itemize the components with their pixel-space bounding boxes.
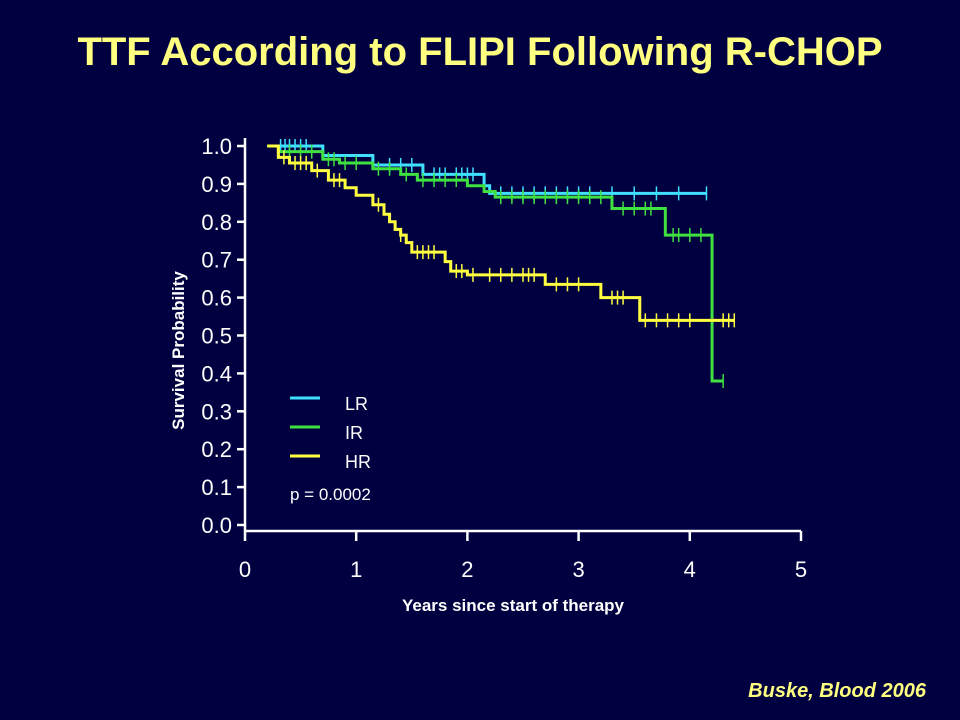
x-tick-label: 4 — [684, 557, 696, 582]
y-tick-label: 0.0 — [201, 513, 232, 538]
citation: Buske, Blood 2006 — [748, 680, 926, 702]
legend-label-ir: IR — [345, 423, 363, 443]
series-line-hr — [267, 144, 735, 322]
y-tick-label: 1.0 — [201, 134, 232, 159]
chart-legend: LR IR HR — [290, 394, 371, 472]
y-tick-label: 0.3 — [201, 399, 232, 424]
x-tick-label: 2 — [461, 557, 473, 582]
legend-label-lr: LR — [345, 394, 368, 414]
y-tick-label: 0.8 — [201, 210, 232, 235]
x-tick-label: 5 — [795, 557, 807, 582]
x-tick-label: 3 — [572, 557, 584, 582]
chart-curves — [267, 139, 736, 388]
y-tick-label: 0.2 — [201, 437, 232, 462]
y-tick-label: 0.9 — [201, 172, 232, 197]
series-line-lr — [267, 144, 707, 195]
y-axis-label: Survival Probability — [169, 271, 188, 430]
x-tick-label: 0 — [239, 557, 251, 582]
chart-ticks: 0.0 0.1 0.2 0.3 0.4 0.5 0.6 0.7 0.8 0.9 1.0 0 1 2 3 4 5 — [201, 134, 807, 582]
x-tick-label: 1 — [350, 557, 362, 582]
y-tick-label: 0.5 — [201, 324, 232, 349]
y-tick-label: 0.6 — [201, 286, 232, 311]
y-tick-label: 0.1 — [201, 475, 232, 500]
p-value-annotation: p = 0.0002 — [290, 485, 371, 504]
y-tick-label: 0.7 — [201, 248, 232, 273]
legend-label-hr: HR — [345, 452, 371, 472]
series-line-ir — [267, 144, 724, 383]
y-tick-label: 0.4 — [201, 361, 232, 386]
slide-title: TTF According to FLIPI Following R-CHOP — [77, 30, 883, 74]
x-axis-label: Years since start of therapy — [402, 596, 625, 615]
